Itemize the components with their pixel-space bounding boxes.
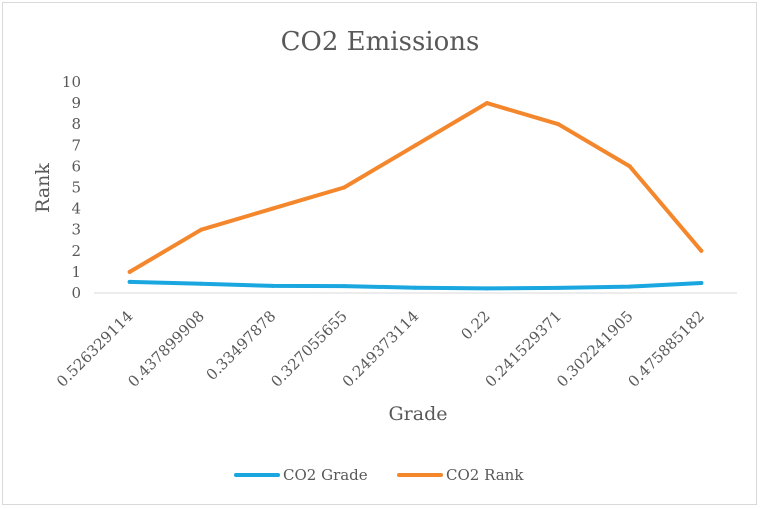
series-group [127,101,704,291]
data-point [342,284,347,289]
data-point [556,285,561,290]
x-axis-ticks: 0.5263291140.4378999080.334978780.327055… [53,307,708,391]
x-tick-label: 0.249373114 [339,307,423,391]
data-point [199,227,204,232]
data-point [413,285,418,290]
data-point [342,185,347,190]
data-point [413,143,418,148]
series-line-co2-rank [127,101,704,274]
data-point [484,286,489,291]
y-axis-label: Rank [32,163,54,213]
y-tick-label: 4 [71,200,81,218]
x-tick-label: 0.475885182 [625,307,709,391]
x-tick-label: 0.33497878 [203,307,280,384]
legend-label-co2-rank: CO2 Rank [446,466,524,484]
y-tick-label: 8 [71,115,81,133]
legend-label-co2-grade: CO2 Grade [283,466,368,484]
y-tick-label: 1 [71,263,81,281]
data-point [127,279,132,284]
y-tick-label: 2 [71,242,81,260]
y-tick-label: 7 [71,136,81,154]
data-point [699,280,704,285]
data-point [627,164,632,169]
y-tick-label: 9 [71,94,81,112]
data-point [199,281,204,286]
y-tick-label: 6 [71,157,81,175]
legend: CO2 Grade CO2 Rank [234,466,524,484]
x-axis-label: Grade [389,403,448,425]
data-point [270,283,275,288]
y-tick-label: 5 [71,179,81,197]
data-point [127,269,132,274]
data-point [556,122,561,127]
data-point [699,248,704,253]
y-tick-label: 0 [71,284,81,302]
y-axis-ticks: 0 1 2 3 4 5 6 7 8 9 10 [62,73,81,302]
x-tick-label: 0.437899908 [124,307,208,391]
data-point [270,206,275,211]
y-tick-label: 3 [71,221,81,239]
chart-title: CO2 Emissions [281,27,480,57]
data-point [484,101,489,106]
y-tick-label: 10 [62,73,81,91]
data-point [627,284,632,289]
x-tick-label: 0.22 [457,307,493,343]
